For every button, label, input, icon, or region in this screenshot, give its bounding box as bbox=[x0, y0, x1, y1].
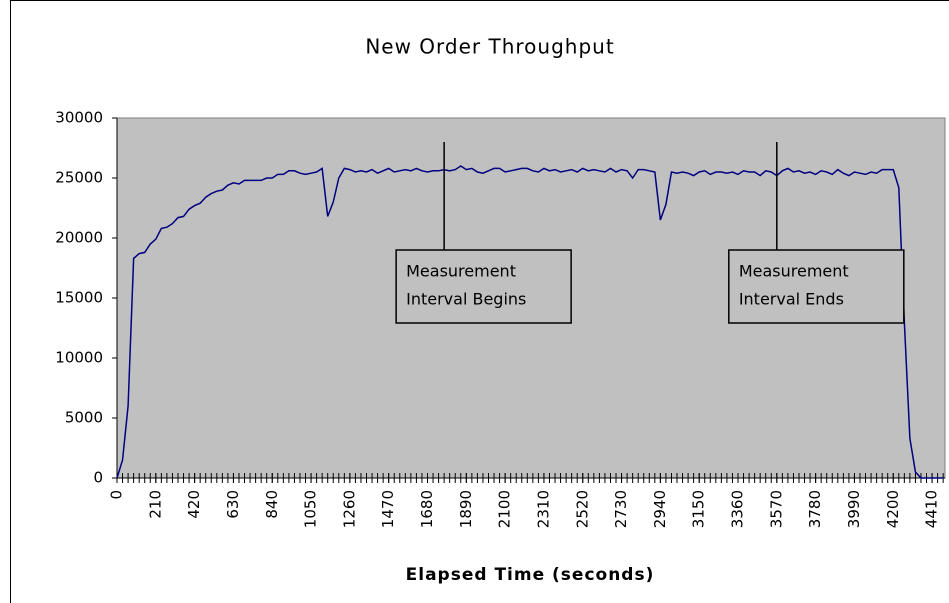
x-axis-label: Elapsed Time (seconds) bbox=[406, 565, 655, 585]
annotation-text: Measurement bbox=[406, 262, 516, 281]
x-tick-label: 1890 bbox=[457, 490, 475, 528]
x-tick-label: 420 bbox=[185, 490, 203, 519]
x-tick-label: 1050 bbox=[302, 490, 320, 528]
x-tick-label: 840 bbox=[263, 490, 281, 519]
x-tick-label: 1470 bbox=[379, 490, 397, 528]
y-tick-label: 20000 bbox=[55, 229, 103, 247]
x-tick-label: 2940 bbox=[651, 490, 669, 528]
x-tick-label: 210 bbox=[146, 490, 164, 519]
x-tick-label: 3780 bbox=[806, 490, 824, 528]
x-tick-label: 3150 bbox=[690, 490, 708, 528]
y-tick-label: 10000 bbox=[55, 349, 103, 367]
y-tick-label: 15000 bbox=[55, 289, 103, 307]
y-tick-label: 25000 bbox=[55, 169, 103, 187]
annotation-box bbox=[728, 249, 905, 324]
chart-title: New Order Throughput bbox=[365, 35, 614, 59]
annotation-text: Measurement bbox=[739, 262, 849, 281]
x-tick-label: 3990 bbox=[845, 490, 863, 528]
y-tick-label: 0 bbox=[93, 469, 103, 487]
x-tick-label: 2310 bbox=[534, 490, 552, 528]
x-tick-label: 0 bbox=[108, 490, 126, 500]
annotation-box bbox=[395, 249, 572, 324]
x-tick-label: 2100 bbox=[496, 490, 514, 528]
x-tick-label: 4410 bbox=[923, 490, 941, 528]
x-tick-label: 3570 bbox=[767, 490, 785, 528]
y-tick-label: 5000 bbox=[65, 409, 103, 427]
annotation-text: Interval Begins bbox=[406, 290, 526, 309]
x-tick-label: 4200 bbox=[884, 490, 902, 528]
x-tick-label: 1680 bbox=[418, 490, 436, 528]
x-tick-label: 2520 bbox=[573, 490, 591, 528]
x-tick-label: 630 bbox=[224, 490, 242, 519]
x-tick-label: 1260 bbox=[340, 490, 358, 528]
x-tick-label: 3360 bbox=[729, 490, 747, 528]
data-line bbox=[116, 165, 944, 479]
x-tick-label: 2730 bbox=[612, 490, 630, 528]
annotation-text: Interval Ends bbox=[739, 290, 844, 309]
y-tick-label: 30000 bbox=[55, 109, 103, 127]
